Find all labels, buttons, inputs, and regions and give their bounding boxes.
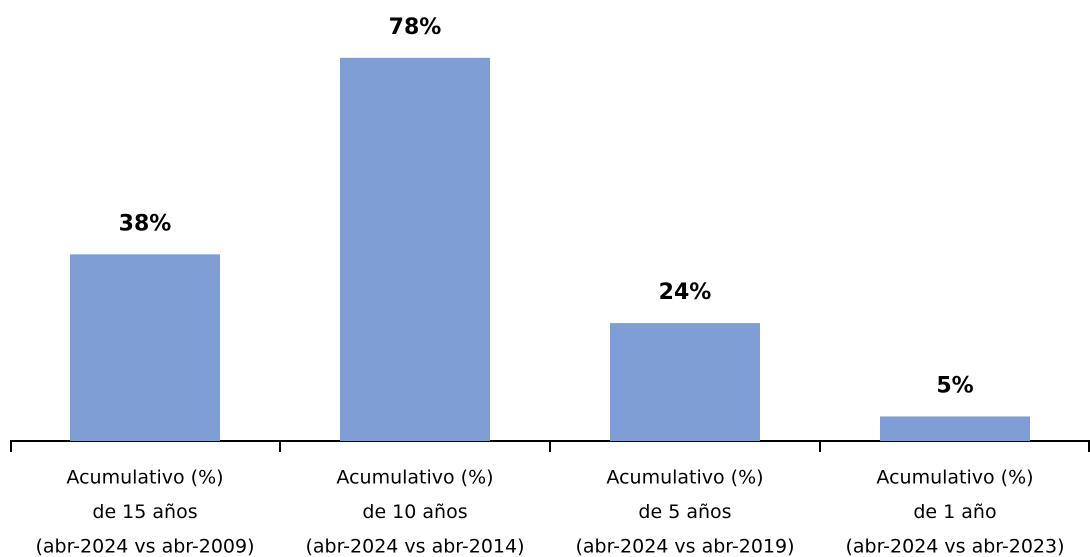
category-ticks [10,441,1090,452]
x-tick-label: de 15 años [92,501,197,523]
x-tick-label: de 1 año [913,501,996,523]
bar [610,323,760,441]
x-tick-label: (abr-2024 vs abr-2009) [35,536,254,557]
value-label: 78% [389,15,442,40]
bar [70,254,220,441]
x-tick-label: (abr-2024 vs abr-2023) [845,536,1064,557]
bar [880,416,1030,441]
bar [340,57,490,441]
x-tick-label: Acumulativo (%) [336,467,493,489]
value-label: 5% [936,373,973,398]
x-tick-label: Acumulativo (%) [66,467,223,489]
value-label: 38% [119,211,172,236]
x-tick-label: Acumulativo (%) [876,467,1033,489]
x-tick-label: Acumulativo (%) [606,467,763,489]
x-tick-label: (abr-2024 vs abr-2014) [305,536,524,557]
value-label: 24% [659,280,712,305]
x-tick-label: (abr-2024 vs abr-2019) [575,536,794,557]
x-tick-label: de 10 años [362,501,467,523]
x-tick-label: de 5 años [638,501,731,523]
